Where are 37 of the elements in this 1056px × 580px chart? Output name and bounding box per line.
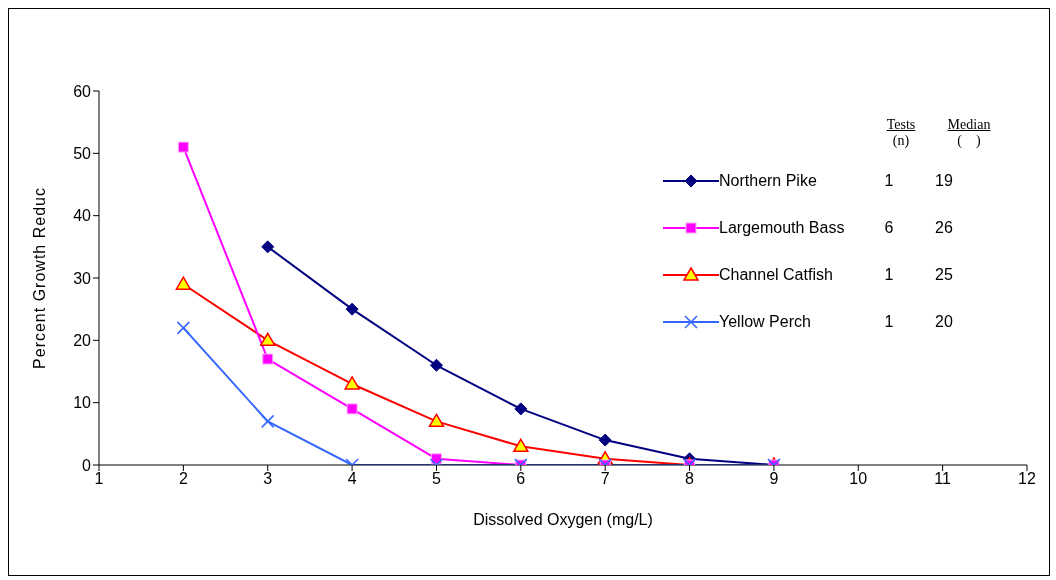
annotation: 19 [934,171,954,190]
x-tick-label: 6 [516,470,526,488]
annotation: 26 [934,218,954,237]
legend-label: Northern Pike [719,171,818,190]
x-axis-title: Dissolved Oxygen (mg/L) [473,511,653,528]
y-tick-label: 20 [73,332,92,350]
annotation: 1 [883,312,895,331]
x-tick-label: 10 [849,470,868,488]
legend-label: Channel Catfish [719,265,834,284]
annotation: 6 [883,218,895,237]
x-tick-label: 3 [263,470,273,488]
x-tick-label: 5 [432,470,441,488]
annotation: Median [946,117,992,133]
x-tick-label: 12 [1018,470,1036,488]
y-tick-label: 0 [82,456,92,474]
annotation: 1 [883,265,895,284]
y-tick-label: 30 [73,269,92,287]
y-tick-label: 50 [73,145,92,163]
legend-label: Yellow Perch [719,312,812,331]
y-tick-label: 40 [73,207,92,225]
legend-label: Largemouth Bass [719,218,846,237]
annotation: 20 [934,312,954,331]
y-tick-label: 10 [73,394,92,412]
annotation: ( ) [956,133,982,149]
x-tick-label: 1 [94,470,104,488]
annotation: 25 [934,265,954,284]
x-tick-label: 7 [600,470,610,488]
x-tick-label: 9 [769,470,779,488]
annotation: (n) [891,133,911,149]
x-tick-label: 4 [347,470,357,488]
x-tick-label: 8 [685,470,695,488]
annotation: Tests [885,117,917,133]
y-axis-title: Percent Growth Reduc [30,187,48,369]
x-tick-label: 11 [934,470,952,488]
annotation: 1 [883,171,895,190]
y-tick-label: 60 [73,82,92,100]
x-tick-label: 2 [178,470,188,488]
